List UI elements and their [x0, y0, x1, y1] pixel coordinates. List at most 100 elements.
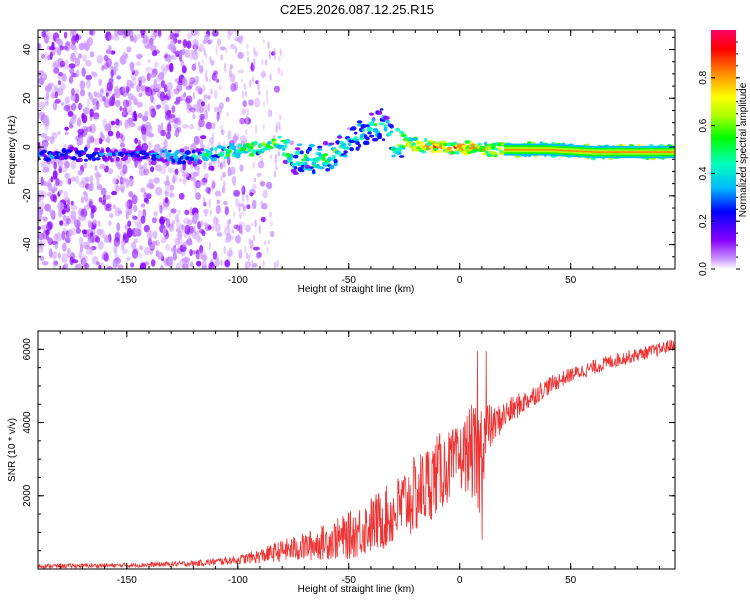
spectrogram-band-cell [527, 152, 530, 154]
spectrogram-band-cell [592, 154, 596, 157]
spectrogram-band-cell [594, 147, 597, 150]
spectrogram-ridge-cell [296, 143, 303, 146]
spectrogram-y-tick-label: -20 [22, 188, 33, 203]
spectrogram-noise-cell [205, 52, 208, 59]
spectrogram-band-cell [511, 148, 514, 151]
spectrogram-band-cell [544, 147, 548, 149]
spectrogram-noise-cell [227, 30, 235, 36]
spectrogram-band-cell [541, 150, 544, 153]
spectrogram-band-cell [667, 154, 670, 157]
spectrogram-noise-cell [242, 209, 245, 217]
spectrogram-band-cell [639, 151, 642, 153]
spectrogram-band-cell [571, 144, 574, 147]
spectrogram-noise-cell [70, 176, 77, 182]
spectrogram-band-cell [633, 152, 636, 155]
spectrogram-noise-cell [251, 260, 254, 269]
spectrogram-noise-cell [213, 106, 219, 113]
spectrogram-band-cell [513, 145, 516, 148]
spectrogram-noise-cell [120, 187, 125, 194]
spectrogram-band-cell [564, 147, 567, 150]
spectrogram-ridge-cell [436, 149, 443, 153]
spectrogram-noise-cell [64, 126, 69, 131]
spectrogram-band-cell [660, 149, 663, 152]
spectrogram-noise-cell [226, 111, 229, 117]
spectrogram-band-cell [534, 148, 537, 151]
spectrogram-noise-cell [158, 202, 166, 210]
spectrogram-noise-cell [239, 164, 244, 172]
spectrogram-band-cell [587, 147, 590, 150]
spectrogram-band-cell [527, 143, 530, 146]
spectrogram-noise-cell [143, 162, 148, 169]
spectrogram-noise-cell [192, 181, 196, 187]
spectrogram-band-cell [630, 154, 633, 157]
spectrogram-band-cell [532, 148, 535, 151]
spectrogram-band-cell [672, 156, 675, 159]
spectrogram-noise-cell [201, 67, 204, 72]
spectrogram-band-cell [596, 151, 599, 153]
spectrogram-noise-cell [260, 72, 266, 78]
spectrogram-noise-cell [229, 170, 232, 176]
spectrogram-band-cell [665, 149, 668, 152]
spectrogram-band-cell [552, 143, 555, 146]
spectrogram-ridge-cell [95, 157, 101, 161]
spectrogram-band-cell [646, 156, 649, 159]
spectrogram-noise-cell [128, 177, 134, 187]
spectrogram-noise-cell [128, 122, 136, 128]
spectrogram-band-cell [544, 145, 548, 148]
spectrogram-band-cell [667, 156, 670, 159]
spectrogram-noise-cell [61, 230, 66, 241]
spectrogram-band-cell [633, 154, 636, 157]
spectrogram-noise-cell [230, 43, 236, 50]
spectrogram-noise-cell [225, 47, 228, 54]
spectrogram-noise-cell [157, 30, 162, 39]
spectrogram-ridge-cell [65, 155, 71, 159]
spectrogram-ridge-cell [216, 145, 223, 149]
spectrogram-band-cell [655, 152, 658, 155]
spectrogram-noise-cell [179, 224, 186, 233]
spectrogram-noise-cell [181, 65, 187, 74]
spectrogram-noise-cell [173, 132, 180, 137]
spectrogram-noise-cell [247, 254, 251, 262]
spectrogram-band-cell [639, 147, 642, 150]
spectrogram-noise-cell [125, 211, 129, 220]
spectrogram-noise-cell [124, 119, 129, 130]
spectrogram-noise-cell [95, 100, 100, 111]
spectrogram-band-cell [635, 156, 638, 159]
spectrogram-band-cell [507, 153, 510, 156]
spectrogram-band-cell [514, 145, 517, 148]
spectrogram-band-cell [614, 151, 617, 153]
spectrogram-band-cell [564, 154, 567, 157]
spectrogram-band-cell [598, 152, 601, 155]
spectrogram-noise-cell [77, 170, 84, 176]
spectrogram-noise-cell [160, 64, 166, 72]
spectrogram-ridge-cell [362, 128, 366, 133]
spectrogram-noise-cell [134, 69, 139, 77]
spectrogram-ridge-cell [317, 148, 323, 152]
spectrogram-noise-cell [125, 178, 129, 189]
spectrogram-noise-cell [215, 204, 221, 215]
spectrogram-noise-cell [279, 114, 282, 121]
spectrogram-band-cell [653, 147, 656, 150]
spectrogram-noise-cell [173, 123, 179, 129]
spectrogram-band-cell [603, 149, 606, 152]
spectrogram-band-cell [530, 145, 533, 148]
spectrogram-band-cell [633, 151, 636, 153]
spectrogram-noise-cell [70, 93, 76, 102]
spectrogram-band-cell [603, 147, 606, 150]
spectrogram-noise-cell [71, 103, 77, 111]
spectrogram-band-cell [630, 156, 633, 159]
spectrogram-band-cell [504, 152, 507, 154]
spectrogram-noise-cell [42, 216, 48, 222]
spectrogram-noise-cell [192, 91, 196, 100]
spectrogram-band-cell [518, 152, 521, 154]
spectrogram-noise-cell [79, 236, 84, 246]
spectrogram-noise-cell [182, 264, 189, 269]
spectrogram-band-cell [536, 150, 539, 153]
spectrogram-noise-cell [50, 176, 54, 183]
colorbar-tick-label: 0.4 [698, 166, 709, 180]
spectrogram-band-cell [525, 143, 528, 146]
spectrogram-noise-cell [68, 123, 74, 129]
spectrogram-band-cell [658, 147, 661, 150]
spectrogram-noise-cell [263, 240, 267, 246]
spectrogram-noise-cell [40, 224, 48, 231]
